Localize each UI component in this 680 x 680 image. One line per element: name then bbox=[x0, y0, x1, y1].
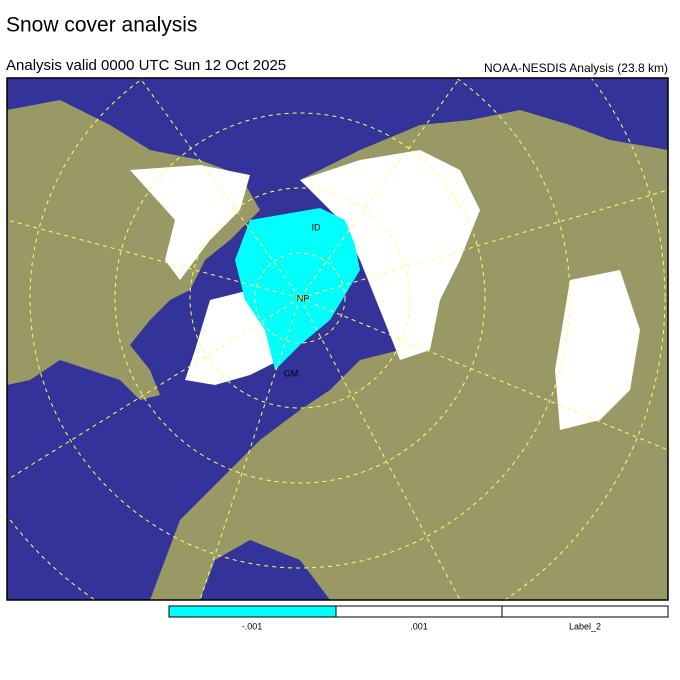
snow-siberia bbox=[300, 150, 480, 360]
legend-swatch bbox=[501, 605, 669, 618]
subtitle: Analysis valid 0000 UTC Sun 12 Oct 2025 bbox=[6, 57, 286, 74]
map-label: NP bbox=[297, 293, 310, 303]
sea-ice bbox=[235, 208, 360, 370]
legend-label: -.001 bbox=[242, 621, 263, 631]
map-label: GM bbox=[284, 368, 299, 378]
snow-canada bbox=[130, 165, 250, 280]
snow-asia bbox=[555, 270, 640, 430]
legend-label: .001 bbox=[410, 621, 428, 631]
title: Snow cover analysis bbox=[6, 14, 197, 37]
graticule bbox=[7, 78, 668, 600]
legend-label: Label_2 bbox=[569, 621, 601, 631]
legend-swatch bbox=[168, 605, 337, 618]
legend-swatch bbox=[335, 605, 503, 618]
map-label: ID bbox=[312, 222, 322, 232]
map bbox=[7, 78, 668, 600]
legend: -.001 .001 Label_2 bbox=[168, 605, 669, 631]
map-frame bbox=[6, 77, 669, 601]
source: NOAA-NESDIS Analysis (23.8 km) bbox=[484, 61, 668, 75]
